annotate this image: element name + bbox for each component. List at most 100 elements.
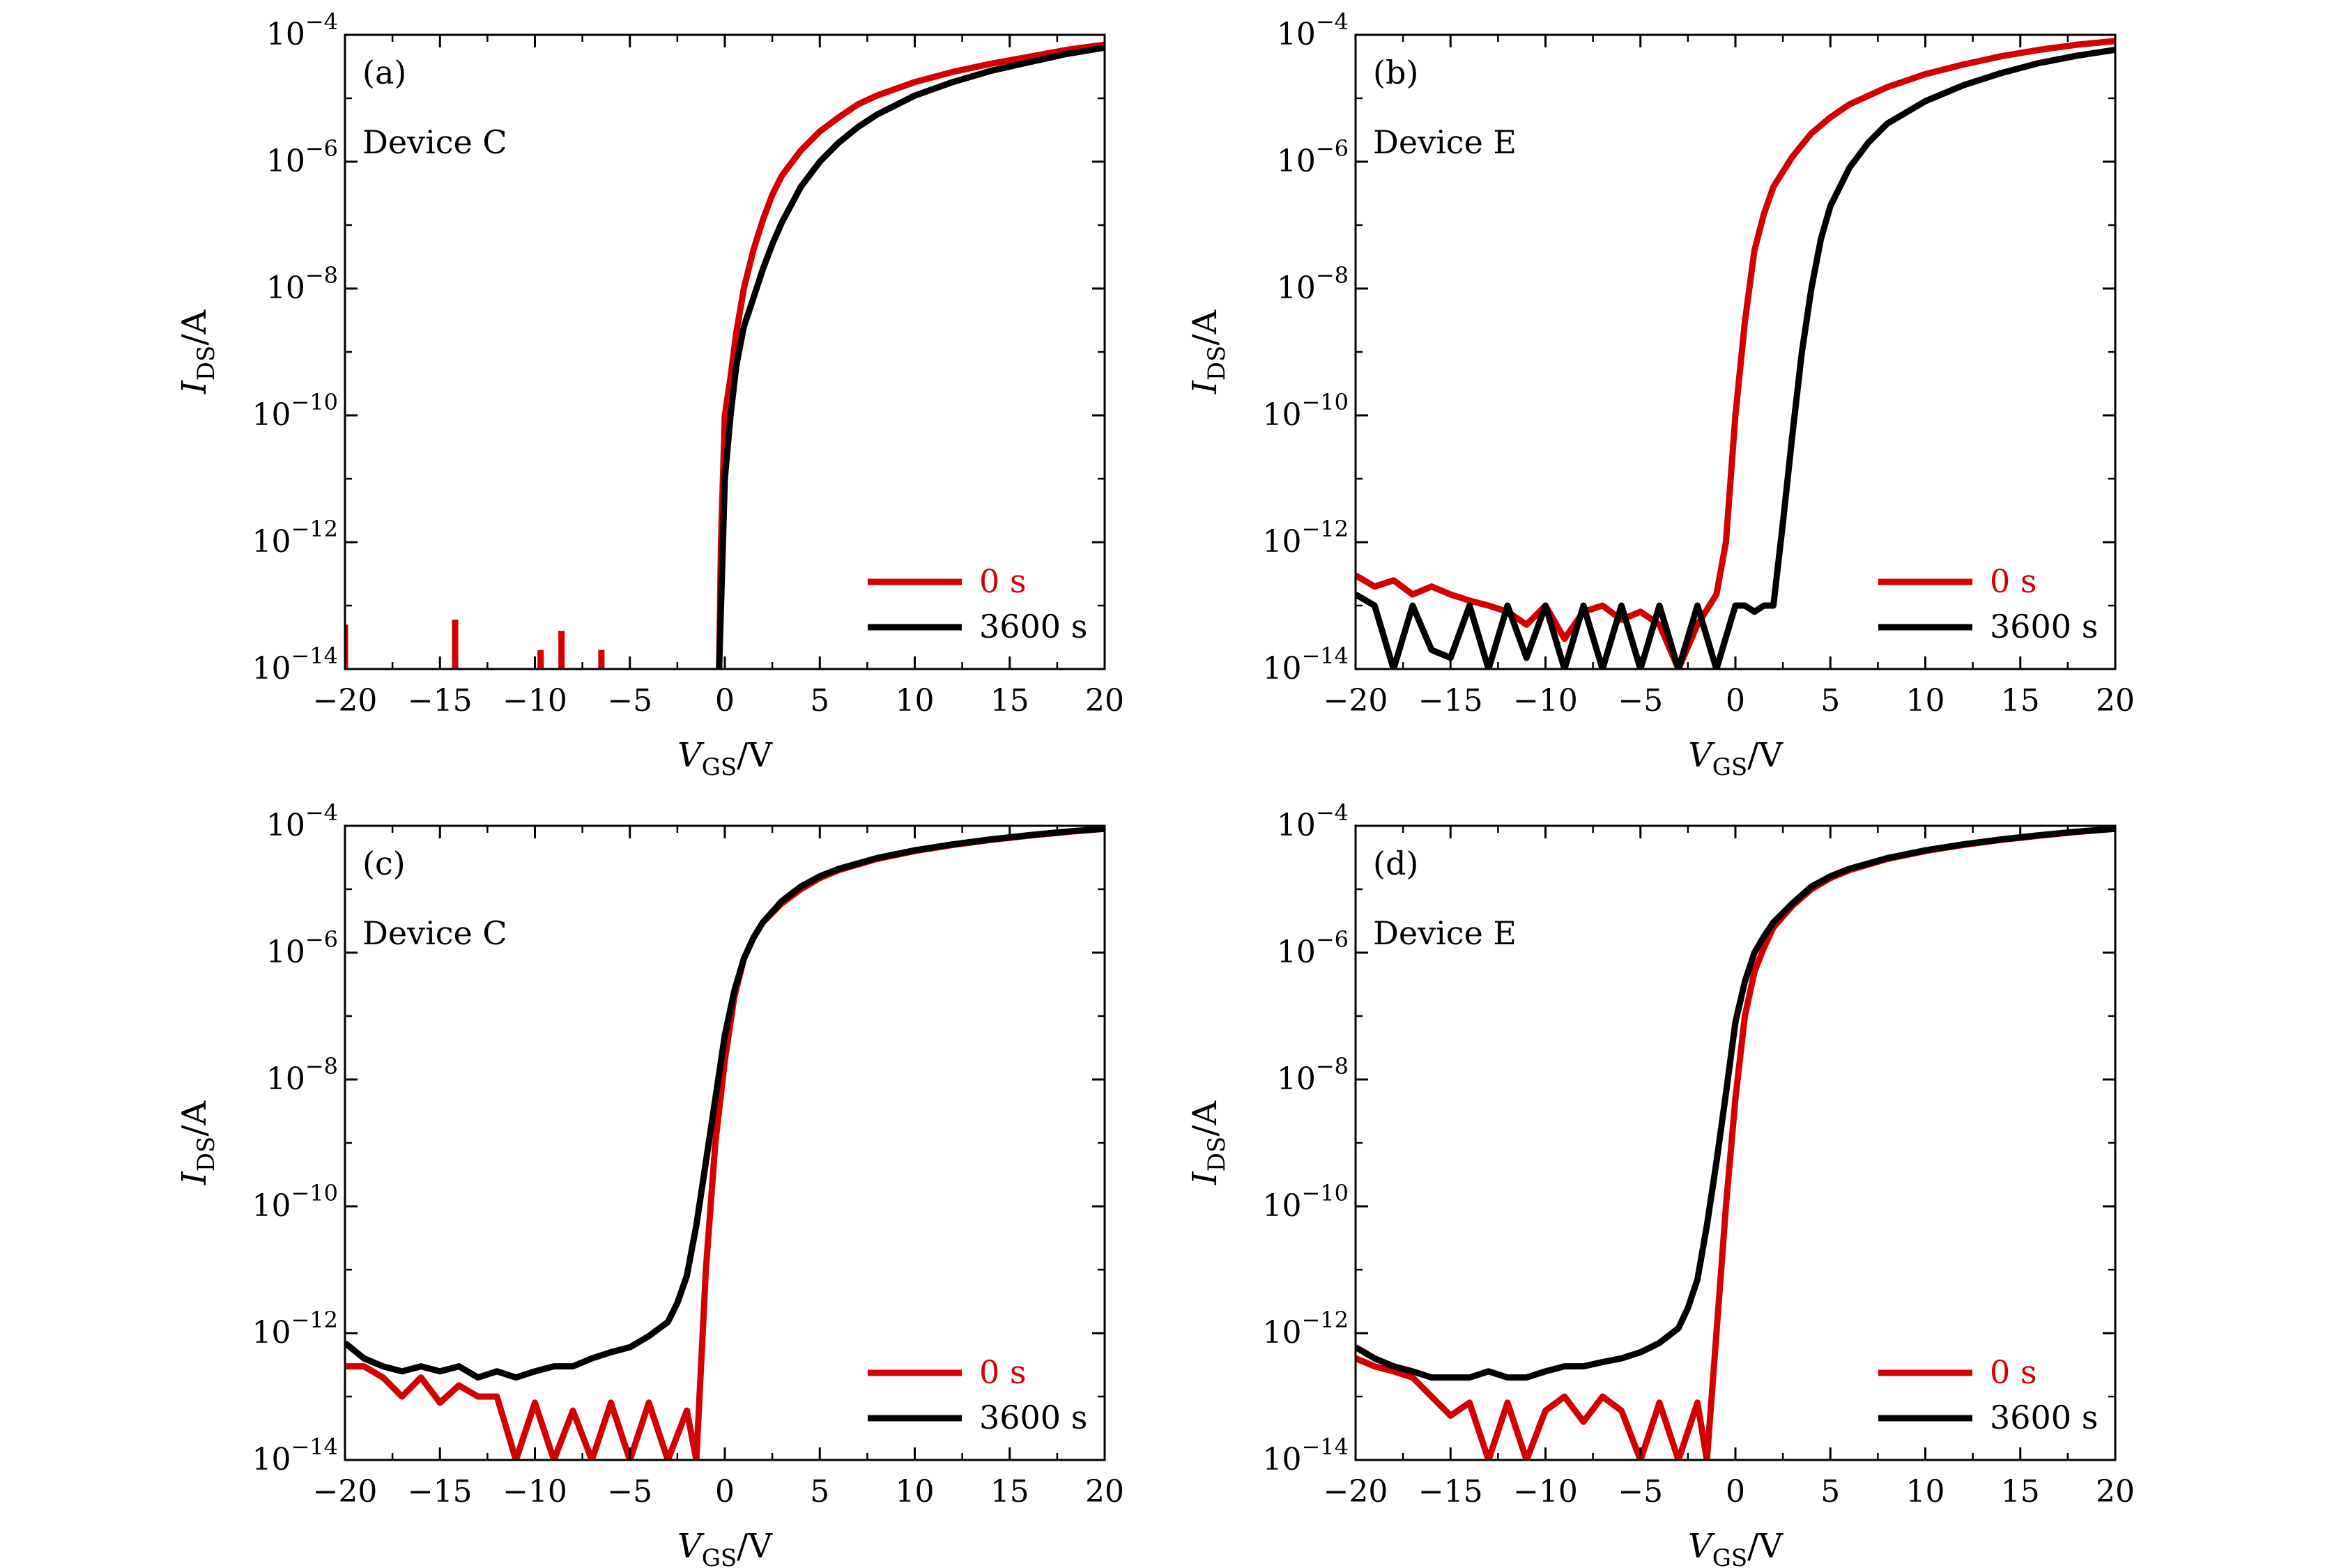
legend-label: 0 s [1990,1353,2037,1391]
series-3600s [345,826,1105,1381]
chart-c: −20 −15 −10 −5 0 5 10 15 20 10−14 10−12 10−10 10−8 10… [175,799,1124,1568]
y-tick-label: 10−8 [266,262,338,306]
panel-c: −20 −15 −10 −5 0 5 10 15 20 10−14 10−12 10−10 10−8 10… [105,798,1234,1568]
series-line [345,826,1105,1381]
x-tick-label: 20 [1085,683,1124,718]
y-tick-label: 10−6 [266,926,338,970]
y-tick-label: 10−10 [252,1180,338,1224]
x-axis-label: VGS/V [677,1527,773,1568]
y-tick-label: 10−14 [252,643,338,686]
x-tick-label: −5 [607,1474,652,1509]
panel-b: −20 −15 −10 −5 0 5 10 15 20 10−14 10−12 10−10 10−8 10… [1115,7,2244,781]
device-annotation: Device C [362,123,507,161]
y-tick-label: 10−8 [266,1053,338,1097]
y-tick-label: 10−10 [252,389,338,433]
series-line [1356,38,2115,669]
chart-b: −20 −15 −10 −5 0 5 10 15 20 10−14 10−12 10−10 10−8 10… [1186,8,2135,781]
x-tick-label: −5 [1618,1474,1663,1509]
series-line [1356,826,2115,1381]
series-3600s [716,44,1105,669]
x-tick-label: 0 [715,1474,735,1509]
x-tick-label: 20 [1085,1474,1124,1509]
y-axis-label: IDS/A [175,309,220,394]
panel-label: (a) [362,54,406,91]
x-tick-label: 15 [2001,1474,2040,1509]
device-annotation: Device E [1373,914,1517,952]
legend-label: 0 s [979,562,1027,600]
series-line [716,44,1105,669]
panel-label: (b) [1373,54,1418,91]
legend-label: 3600 s [979,1399,1087,1436]
y-tick-label: 10−4 [1277,799,1349,843]
y-tick-label: 10−8 [1277,262,1349,306]
x-tick-label: 20 [2096,683,2135,718]
y-tick-label: 10−14 [252,1434,338,1477]
chart-d: −20 −15 −10 −5 0 5 10 15 20 10−14 10−12 10−10 10−8 10… [1186,799,2135,1568]
x-tick-label: −20 [313,1474,378,1509]
x-tick-label: −10 [1513,1474,1578,1509]
y-tick-label: 10−12 [252,516,338,560]
series-3600s [1356,826,2115,1381]
x-tick-label: 0 [1726,1474,1745,1509]
y-tick-label: 10−4 [1277,8,1349,52]
series-0s [1356,38,2115,669]
y-tick-label: 10−8 [1277,1053,1349,1097]
x-tick-label: 15 [2001,683,2040,718]
series-line [716,41,1105,669]
x-tick-label: −20 [1324,1474,1388,1509]
x-tick-label: −15 [408,683,473,718]
panel-d: −20 −15 −10 −5 0 5 10 15 20 10−14 10−12 10−10 10−8 10… [1115,798,2244,1568]
x-tick-label: −10 [1513,683,1578,718]
x-tick-label: −15 [1418,683,1483,718]
legend-label: 3600 s [1990,608,2098,645]
x-tick-label: 20 [2096,1474,2135,1509]
chart-a: −20 −15 −10 −5 0 5 10 15 20 10−14 10−12 10−10 10−8 10… [175,8,1124,781]
x-tick-label: 15 [990,683,1029,718]
series-3600s [1356,47,2115,669]
device-annotation: Device E [1373,123,1517,161]
x-axis-label: VGS/V [677,736,773,781]
legend-label: 3600 s [1990,1399,2098,1436]
y-tick-label: 10−10 [1262,389,1349,433]
x-tick-label: 5 [810,683,829,718]
device-annotation: Device C [362,914,507,952]
panel-label: (d) [1373,845,1418,882]
y-tick-label: 10−6 [1277,135,1349,179]
legend-label: 0 s [979,1353,1027,1391]
x-tick-label: −5 [607,683,652,718]
x-tick-label: −10 [503,683,567,718]
y-tick-label: 10−6 [1277,926,1349,970]
panel-label: (c) [362,845,406,882]
y-tick-label: 10−14 [1262,643,1349,686]
x-tick-label: 15 [990,1474,1029,1509]
x-tick-label: 10 [896,1474,935,1509]
x-tick-label: 10 [896,683,935,718]
x-tick-label: 10 [1906,1474,1945,1509]
x-tick-label: −10 [503,1474,567,1509]
x-axis-label: VGS/V [1688,1527,1783,1568]
y-tick-label: 10−4 [266,8,338,52]
x-tick-label: 5 [810,1474,829,1509]
x-tick-label: −15 [1418,1474,1483,1509]
x-tick-label: −5 [1618,683,1663,718]
x-tick-label: −20 [313,683,378,718]
x-tick-label: 5 [1820,683,1840,718]
legend-label: 0 s [1990,562,2037,600]
y-tick-label: 10−10 [1262,1180,1349,1224]
x-tick-label: 0 [1726,683,1745,718]
x-axis-label: VGS/V [1688,736,1783,781]
x-tick-label: −15 [408,1474,473,1509]
y-tick-label: 10−12 [1262,1307,1349,1351]
y-tick-label: 10−4 [266,799,338,843]
series-line [1356,47,2115,669]
x-tick-label: 0 [715,683,735,718]
x-tick-label: −20 [1324,683,1388,718]
y-axis-label: IDS/A [1186,309,1231,394]
x-tick-label: 10 [1906,683,1945,718]
y-axis-label: IDS/A [1186,1100,1231,1185]
y-axis-label: IDS/A [175,1100,220,1185]
panel-a: −20 −15 −10 −5 0 5 10 15 20 10−14 10−12 10−10 10−8 10… [105,7,1234,781]
y-tick-label: 10−12 [252,1307,338,1351]
y-tick-label: 10−6 [266,135,338,179]
